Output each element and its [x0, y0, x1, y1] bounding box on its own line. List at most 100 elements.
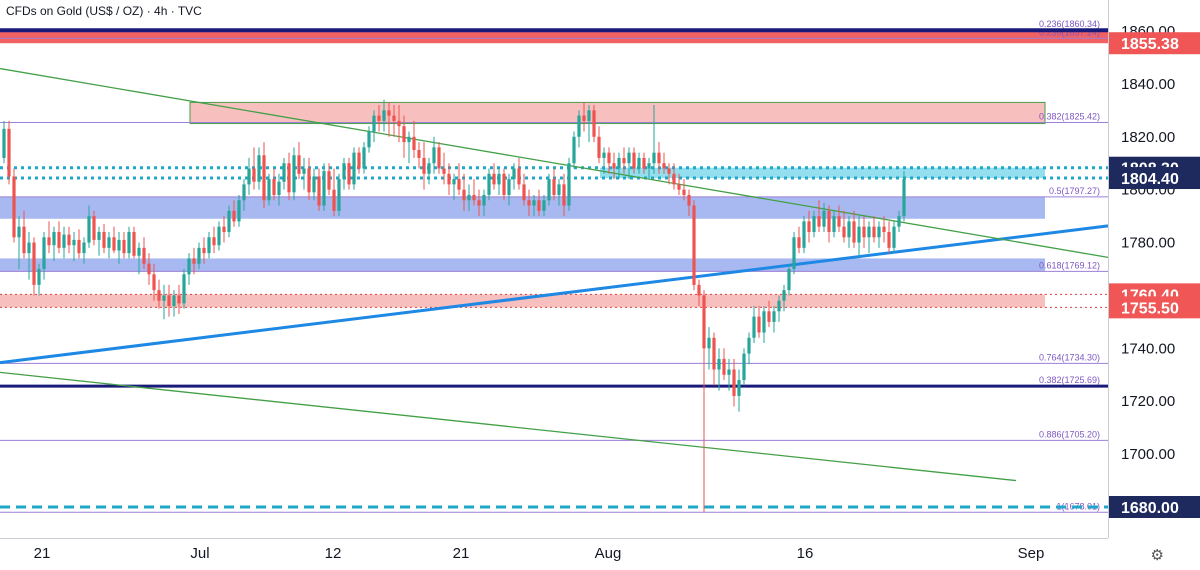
candle-body — [97, 231, 101, 240]
candle-body — [207, 237, 211, 254]
candle-body — [557, 184, 561, 195]
candle-body — [77, 239, 81, 254]
candle-body — [852, 221, 856, 243]
candle-body — [742, 353, 746, 381]
candle-body — [22, 226, 26, 254]
zone-support-3 — [0, 258, 1045, 272]
candle-body — [352, 152, 356, 185]
candle-body — [822, 210, 826, 227]
price-label-box — [1109, 167, 1200, 190]
candle-body — [867, 226, 871, 238]
fib-label: 0.5(1797.27) — [1049, 186, 1100, 196]
price-label: 1855.38 — [1121, 36, 1179, 53]
candle-body — [762, 311, 766, 333]
candle-body — [497, 173, 501, 185]
candle-body — [312, 176, 316, 193]
candle-body — [702, 295, 706, 349]
candle-body — [682, 189, 686, 195]
candle-body — [687, 194, 691, 206]
candle-body — [747, 337, 751, 354]
candle-body — [122, 239, 126, 254]
candle-body — [27, 242, 31, 254]
candle-body — [157, 290, 161, 301]
candle-body — [212, 237, 216, 246]
candle-body — [627, 152, 631, 164]
candle-body — [777, 300, 781, 312]
x-tick-label: Jul — [190, 545, 209, 562]
candle-body — [387, 110, 391, 116]
candle-body — [322, 171, 326, 206]
candle-body — [382, 110, 386, 121]
candle-body — [432, 147, 436, 164]
candle-body — [227, 210, 231, 232]
candle-body — [417, 150, 421, 158]
candle-body — [277, 181, 281, 195]
candle-body — [287, 163, 291, 193]
candle-body — [102, 231, 106, 248]
candle-body — [457, 179, 461, 190]
candle-body — [722, 358, 726, 375]
candle-body — [667, 168, 671, 174]
candle-body — [487, 173, 491, 195]
candle-body — [522, 184, 526, 201]
candle-body — [542, 200, 546, 211]
candle-body — [692, 205, 696, 285]
candle-body — [397, 120, 401, 127]
candle-body — [592, 110, 596, 137]
candle-body — [2, 128, 6, 158]
fib-label: 0.236(1857.24) — [1039, 27, 1100, 37]
candle-body — [372, 115, 376, 132]
chart-header: CFDs on Gold (US$ / OZ) · 4h · TVC — [6, 4, 202, 18]
candle-body — [617, 157, 621, 169]
candle-body — [297, 155, 301, 174]
candle-body — [412, 136, 416, 150]
candle-body — [787, 269, 791, 291]
candle-body — [172, 295, 176, 307]
candle-body — [537, 200, 541, 211]
candle-body — [657, 152, 661, 164]
candle-body — [167, 295, 171, 307]
candle-body — [267, 179, 271, 201]
candle-body — [232, 210, 236, 222]
candle-body — [362, 147, 366, 169]
candle-body — [897, 216, 901, 227]
candle-body — [772, 311, 776, 322]
candle-body — [612, 163, 616, 169]
candle-body — [567, 163, 571, 206]
candle-body — [642, 157, 646, 169]
candle-body — [327, 171, 331, 190]
candle-body — [72, 239, 76, 246]
candle-body — [857, 226, 861, 243]
candle-body — [802, 221, 806, 248]
candle-body — [87, 216, 91, 243]
candle-body — [827, 210, 831, 232]
candle-body — [652, 152, 656, 164]
candle-body — [582, 115, 586, 121]
zone-current-5 — [600, 167, 1045, 179]
candle-body — [737, 380, 741, 396]
candle-body — [147, 263, 151, 275]
x-tick-label: 21 — [453, 545, 470, 562]
candle-body — [752, 316, 756, 338]
candle-body — [632, 152, 636, 169]
candle-body — [132, 231, 136, 256]
candle-body — [112, 237, 116, 251]
candle-body — [797, 237, 801, 248]
trendline-uptrend — [0, 224, 1109, 365]
price-label: 1804.40 — [1121, 171, 1179, 188]
candle-body — [837, 216, 841, 227]
y-tick-label: 1820.00 — [1121, 129, 1175, 146]
candle-body — [67, 234, 71, 246]
candle-body — [482, 194, 486, 206]
fib-label: 0.618(1769.12) — [1039, 260, 1100, 270]
candle-body — [262, 155, 266, 201]
x-tick-label: Aug — [595, 545, 622, 562]
candle-body — [142, 247, 146, 264]
time-axis-bg — [0, 538, 1200, 570]
gear-icon[interactable]: ⚙ — [1150, 546, 1164, 564]
candle-body — [572, 136, 576, 164]
candle-body — [407, 136, 411, 143]
candle-body — [757, 316, 761, 333]
candle-body — [7, 128, 11, 177]
